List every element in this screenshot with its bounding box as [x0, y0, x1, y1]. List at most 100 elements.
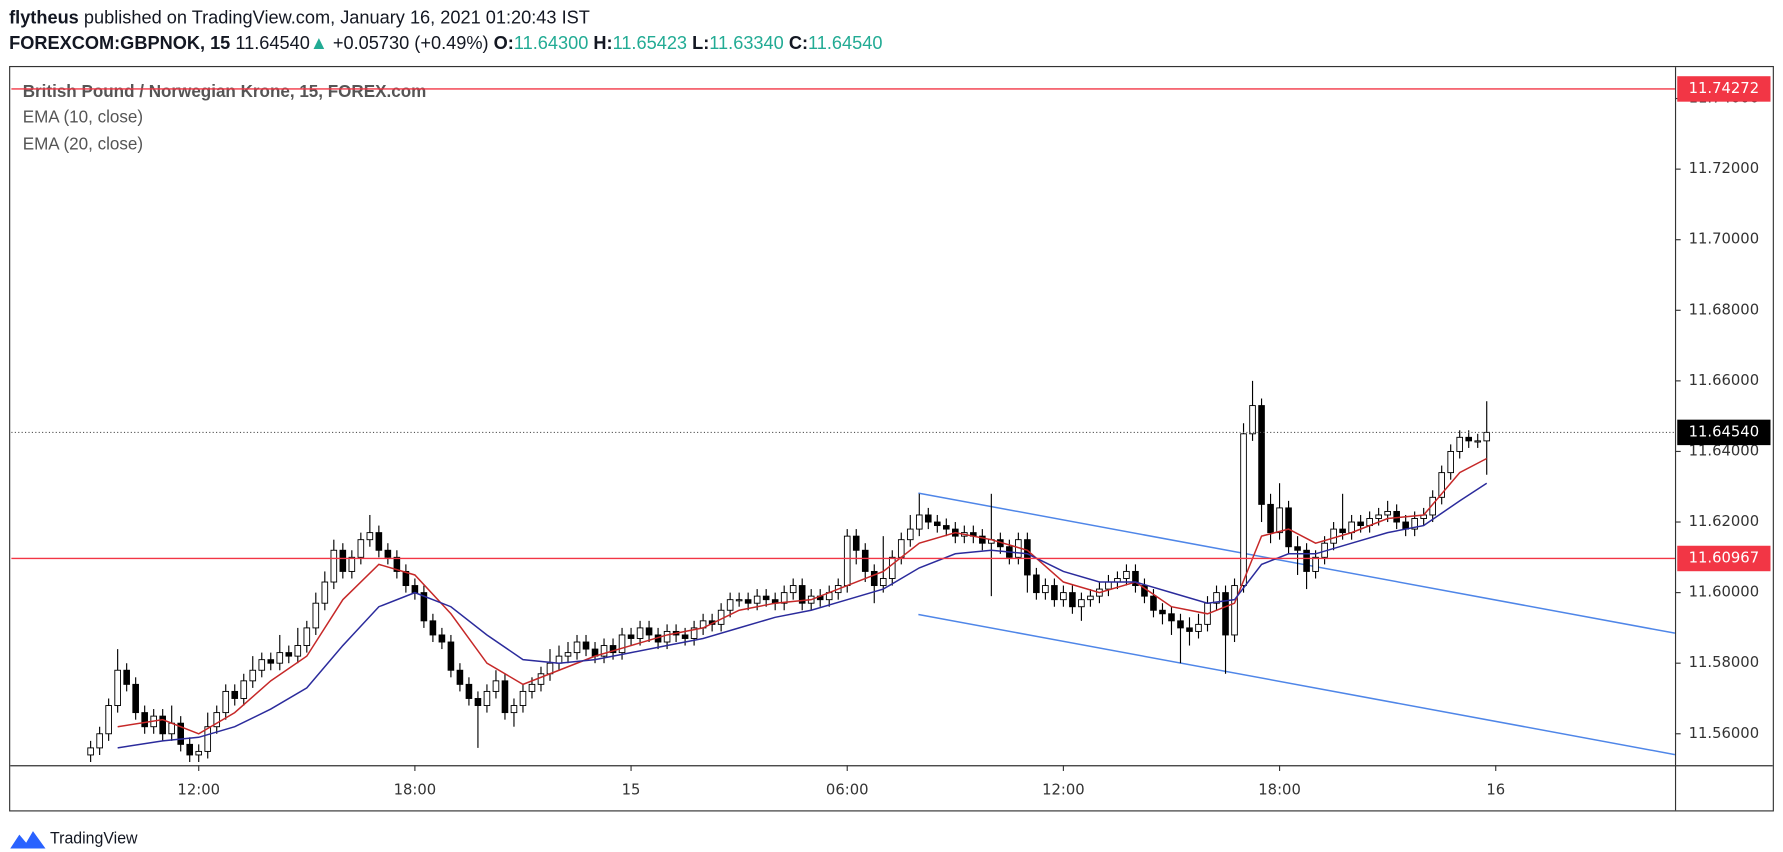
candle-body — [303, 627, 311, 647]
candle-body — [1231, 585, 1238, 636]
candle-body — [1357, 521, 1364, 527]
y-tick-label: 11.64000 — [1689, 441, 1759, 459]
candle-body — [366, 532, 374, 541]
candle-body — [1033, 574, 1040, 594]
candle-body — [663, 630, 671, 643]
candle-body — [636, 627, 644, 639]
candle-body — [105, 705, 112, 735]
open: 11.64300 — [514, 32, 588, 53]
candle-body — [375, 532, 383, 551]
candle-body — [870, 570, 878, 587]
candle-body — [690, 627, 698, 639]
candle-body — [1465, 436, 1473, 442]
candle-body — [186, 743, 194, 756]
candle-body — [1105, 581, 1112, 590]
candle-body — [195, 750, 203, 756]
y-tick-label: 11.62000 — [1689, 512, 1759, 530]
candle-body — [438, 634, 446, 643]
x-tick-label: 18:00 — [1258, 781, 1301, 799]
candle-body — [510, 705, 518, 714]
candle-body — [429, 620, 437, 636]
candle-body — [798, 585, 806, 604]
candle-body — [258, 659, 266, 671]
candle-body — [1312, 556, 1319, 572]
candle-body — [519, 690, 527, 707]
candle-body — [1339, 528, 1346, 534]
candle-body — [852, 535, 860, 551]
candle-body — [1330, 528, 1337, 544]
close: 11.64540 — [808, 32, 882, 53]
candle-body — [1177, 620, 1184, 629]
footer-logo: TradingView — [10, 829, 138, 849]
candle-body — [267, 659, 275, 664]
candle-body — [1078, 599, 1085, 608]
candle-body — [1249, 405, 1256, 435]
candle-body — [393, 556, 401, 572]
candle-body — [1195, 623, 1202, 632]
candle-body — [1159, 609, 1166, 615]
candle-body — [933, 521, 941, 527]
candle-body — [888, 556, 896, 579]
level-label: 11.60967 — [1689, 548, 1759, 566]
candle-body — [1411, 518, 1418, 530]
logo-icon — [10, 831, 46, 849]
candle-body — [483, 690, 491, 707]
candle-body — [780, 592, 788, 604]
candle-body — [1060, 592, 1067, 601]
candle-body — [132, 683, 139, 714]
candle-body — [618, 634, 626, 654]
candle-body — [222, 690, 230, 714]
o-label: O: — [494, 32, 514, 53]
y-tick-label: 11.60000 — [1689, 583, 1759, 601]
author: flytheus — [9, 6, 79, 27]
trend-line — [918, 613, 1675, 756]
candle-body — [645, 627, 653, 636]
candle-body — [879, 578, 887, 587]
candle-body — [1042, 585, 1049, 594]
candle-body — [96, 733, 103, 749]
candle-body — [1429, 496, 1436, 516]
candle-body — [1348, 521, 1355, 534]
candle-body — [546, 662, 554, 675]
c-label: C: — [789, 32, 808, 53]
candle-body — [537, 673, 545, 685]
candle-body — [979, 535, 986, 544]
candle-body — [240, 680, 248, 699]
change: +0.05730 (+0.49%) — [333, 32, 489, 53]
candle-body — [627, 634, 635, 639]
candle-body — [897, 539, 905, 558]
candle-body — [177, 722, 185, 745]
candle-body — [447, 641, 455, 671]
candle-body — [943, 525, 950, 530]
symbol: FOREXCOM:GBPNOK, 15 — [9, 32, 230, 53]
legend-ema20: EMA (20, close) — [23, 133, 143, 153]
last-price-label: 11.64540 — [1689, 422, 1759, 440]
y-tick-label: 11.72000 — [1689, 159, 1759, 177]
candle-body — [1294, 546, 1301, 551]
candle-body — [384, 549, 392, 558]
arrow: ▲ — [310, 32, 328, 53]
candle-body — [141, 712, 148, 728]
candle-body — [1222, 592, 1229, 636]
legend-title: British Pound / Norwegian Krone, 15, FOR… — [23, 81, 427, 101]
candle-body — [573, 641, 581, 654]
candle-body — [1087, 595, 1094, 601]
candle-body — [762, 595, 770, 601]
candle-body — [600, 645, 608, 657]
candle-body — [402, 570, 410, 587]
y-tick-label: 11.68000 — [1689, 300, 1759, 318]
candle-body — [861, 549, 869, 572]
candle-body — [789, 585, 797, 594]
candle-body — [411, 585, 419, 594]
candle-body — [276, 652, 284, 664]
candle-body — [1186, 627, 1193, 632]
candle-body — [420, 592, 428, 622]
candle-body — [915, 514, 923, 530]
l-label: L: — [692, 32, 709, 53]
candle-body — [735, 599, 743, 602]
candle-body — [501, 680, 509, 714]
candle-body — [924, 514, 932, 523]
